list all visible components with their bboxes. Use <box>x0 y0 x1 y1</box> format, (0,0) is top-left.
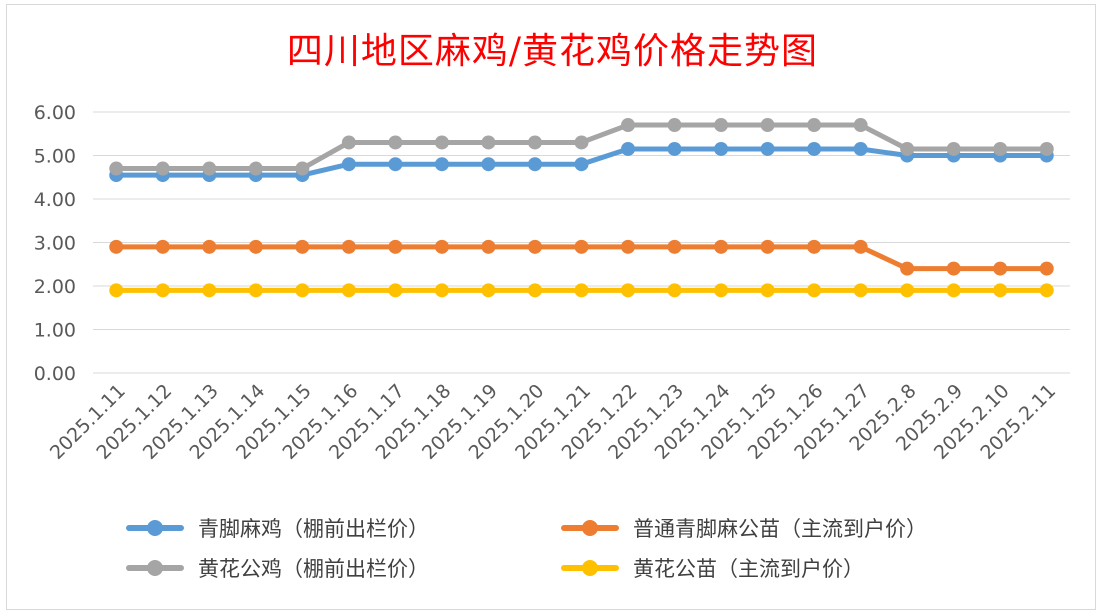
chart-frame <box>6 4 1096 610</box>
data-point-series-3 <box>621 283 636 298</box>
data-point-series-3 <box>481 283 496 298</box>
data-point-series-2 <box>946 141 961 156</box>
legend-label: 青脚麻鸡（棚前出栏价） <box>198 517 429 541</box>
data-point-series-3 <box>202 283 217 298</box>
legend-swatch-series-0 <box>120 512 190 544</box>
legend-swatch-series-3 <box>555 552 625 584</box>
data-point-series-2 <box>807 118 822 133</box>
legend-item-series-2: 黄花公鸡（棚前出栏价） <box>120 552 555 584</box>
data-point-series-2 <box>202 161 217 176</box>
data-point-series-0 <box>714 141 729 156</box>
data-point-series-3 <box>155 283 170 298</box>
data-point-series-2 <box>388 135 403 150</box>
data-point-series-3 <box>946 283 961 298</box>
data-point-series-0 <box>388 157 403 172</box>
legend-swatch-series-1 <box>555 512 625 544</box>
data-point-series-3 <box>993 283 1008 298</box>
data-point-series-0 <box>574 157 589 172</box>
chart-title: 四川地区麻鸡/黄花鸡价格走势图 <box>286 31 819 72</box>
data-point-series-3 <box>527 283 542 298</box>
data-point-series-3 <box>807 283 822 298</box>
data-point-series-2 <box>434 135 449 150</box>
data-point-series-3 <box>109 283 124 298</box>
data-point-series-2 <box>900 141 915 156</box>
data-point-series-2 <box>993 141 1008 156</box>
data-point-series-3 <box>574 283 589 298</box>
data-point-series-0 <box>667 141 682 156</box>
data-point-series-1 <box>248 239 263 254</box>
data-point-series-3 <box>341 283 356 298</box>
data-point-series-0 <box>807 141 822 156</box>
data-point-series-1 <box>946 261 961 276</box>
data-point-series-1 <box>527 239 542 254</box>
legend-item-series-3: 黄花公苗（主流到户价） <box>555 552 1020 584</box>
data-point-series-1 <box>341 239 356 254</box>
y-tick-label: 5.00 <box>34 146 76 168</box>
data-point-series-1 <box>388 239 403 254</box>
data-point-series-1 <box>434 239 449 254</box>
data-point-series-3 <box>388 283 403 298</box>
data-point-series-0 <box>527 157 542 172</box>
data-point-series-3 <box>1039 283 1054 298</box>
data-point-series-1 <box>1039 261 1054 276</box>
data-point-series-2 <box>574 135 589 150</box>
data-point-series-0 <box>434 157 449 172</box>
data-point-series-2 <box>714 118 729 133</box>
data-point-series-3 <box>248 283 263 298</box>
data-point-series-1 <box>481 239 496 254</box>
legend-label: 黄花公鸡（棚前出栏价） <box>198 557 429 581</box>
data-point-series-0 <box>481 157 496 172</box>
data-point-series-3 <box>714 283 729 298</box>
data-point-series-2 <box>760 118 775 133</box>
y-tick-label: 4.00 <box>34 189 76 211</box>
data-point-series-1 <box>109 239 124 254</box>
data-point-series-1 <box>574 239 589 254</box>
data-point-series-1 <box>155 239 170 254</box>
legend-item-series-1: 普通青脚麻公苗（主流到户价） <box>555 512 1020 544</box>
legend-swatch-series-2 <box>120 552 190 584</box>
data-point-series-1 <box>853 239 868 254</box>
data-point-series-2 <box>667 118 682 133</box>
data-point-series-2 <box>621 118 636 133</box>
data-point-series-3 <box>295 283 310 298</box>
data-point-series-2 <box>109 161 124 176</box>
data-point-series-3 <box>853 283 868 298</box>
y-tick-label: 6.00 <box>34 102 76 124</box>
legend-label: 黄花公苗（主流到户价） <box>633 557 864 581</box>
y-tick-label: 3.00 <box>34 233 76 255</box>
y-tick-label: 1.00 <box>34 320 76 342</box>
data-point-series-2 <box>527 135 542 150</box>
data-point-series-2 <box>853 118 868 133</box>
data-point-series-1 <box>900 261 915 276</box>
y-tick-label: 0.00 <box>34 363 76 385</box>
data-point-series-0 <box>621 141 636 156</box>
data-point-series-2 <box>295 161 310 176</box>
data-point-series-3 <box>434 283 449 298</box>
data-point-series-0 <box>341 157 356 172</box>
y-tick-label: 2.00 <box>34 276 76 298</box>
data-point-series-1 <box>807 239 822 254</box>
data-point-series-3 <box>900 283 915 298</box>
data-point-series-1 <box>714 239 729 254</box>
legend-label: 普通青脚麻公苗（主流到户价） <box>633 517 927 541</box>
data-point-series-2 <box>481 135 496 150</box>
data-point-series-0 <box>853 141 868 156</box>
data-point-series-3 <box>760 283 775 298</box>
data-point-series-1 <box>621 239 636 254</box>
data-point-series-2 <box>1039 141 1054 156</box>
data-point-series-0 <box>760 141 775 156</box>
data-point-series-2 <box>341 135 356 150</box>
data-point-series-1 <box>667 239 682 254</box>
data-point-series-2 <box>248 161 263 176</box>
chart-legend: 青脚麻鸡（棚前出栏价） 普通青脚麻公苗（主流到户价） 黄花公鸡（棚前出栏价） 黄… <box>120 512 1020 584</box>
data-point-series-1 <box>760 239 775 254</box>
data-point-series-1 <box>993 261 1008 276</box>
legend-item-series-0: 青脚麻鸡（棚前出栏价） <box>120 512 555 544</box>
data-point-series-1 <box>202 239 217 254</box>
data-point-series-2 <box>155 161 170 176</box>
data-point-series-1 <box>295 239 310 254</box>
data-point-series-3 <box>667 283 682 298</box>
